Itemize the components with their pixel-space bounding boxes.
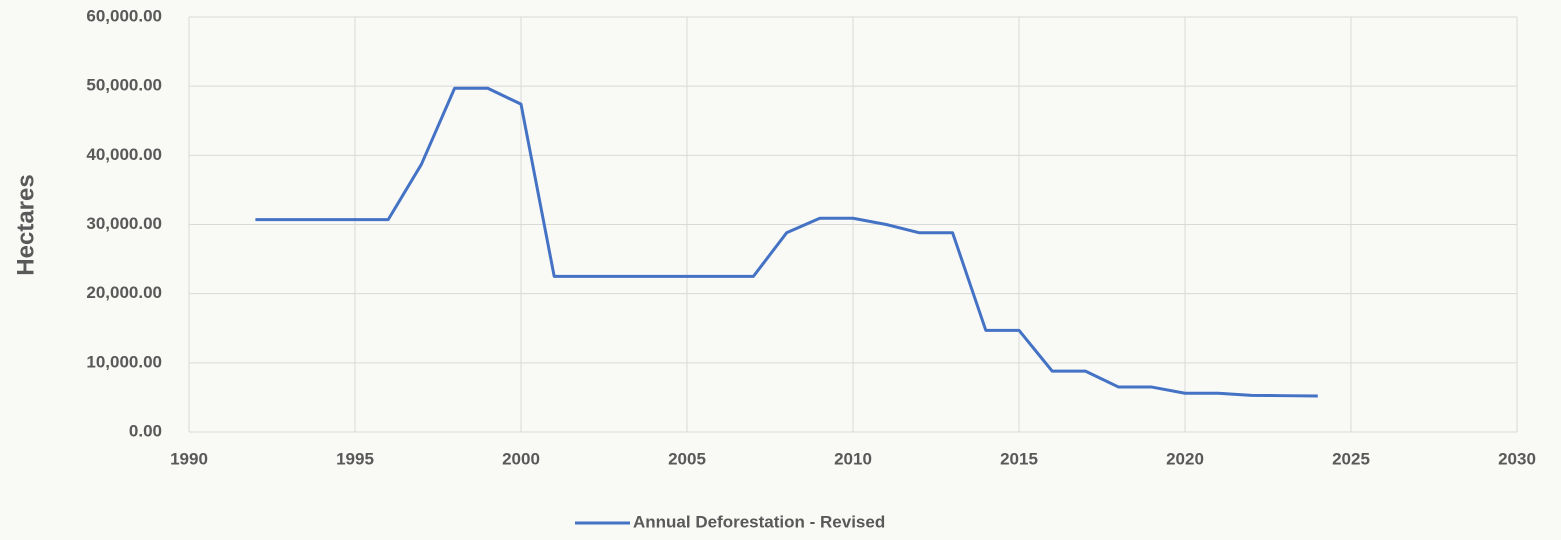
x-tick-label: 2030 [1498, 449, 1536, 468]
y-tick-label: 10,000.00 [86, 352, 162, 371]
x-tick-label: 2010 [834, 449, 872, 468]
x-tick-label: 2015 [1000, 449, 1038, 468]
x-tick-label: 2025 [1332, 449, 1370, 468]
x-tick-label: 2005 [668, 449, 706, 468]
y-tick-label: 60,000.00 [86, 6, 162, 25]
x-tick-label: 1990 [170, 449, 208, 468]
y-tick-label: 30,000.00 [86, 214, 162, 233]
x-tick-label: 2020 [1166, 449, 1204, 468]
y-tick-label: 0.00 [129, 421, 162, 440]
data-line [255, 86, 1318, 398]
legend-label: Annual Deforestation - Revised [633, 512, 885, 531]
x-tick-label: 1995 [336, 449, 374, 468]
y-axis-label: Hectares [12, 174, 39, 275]
y-tick-label: 40,000.00 [86, 145, 162, 164]
y-tick-label: 50,000.00 [86, 76, 162, 95]
y-tick-label: 20,000.00 [86, 283, 162, 302]
x-tick-label: 2000 [502, 449, 540, 468]
